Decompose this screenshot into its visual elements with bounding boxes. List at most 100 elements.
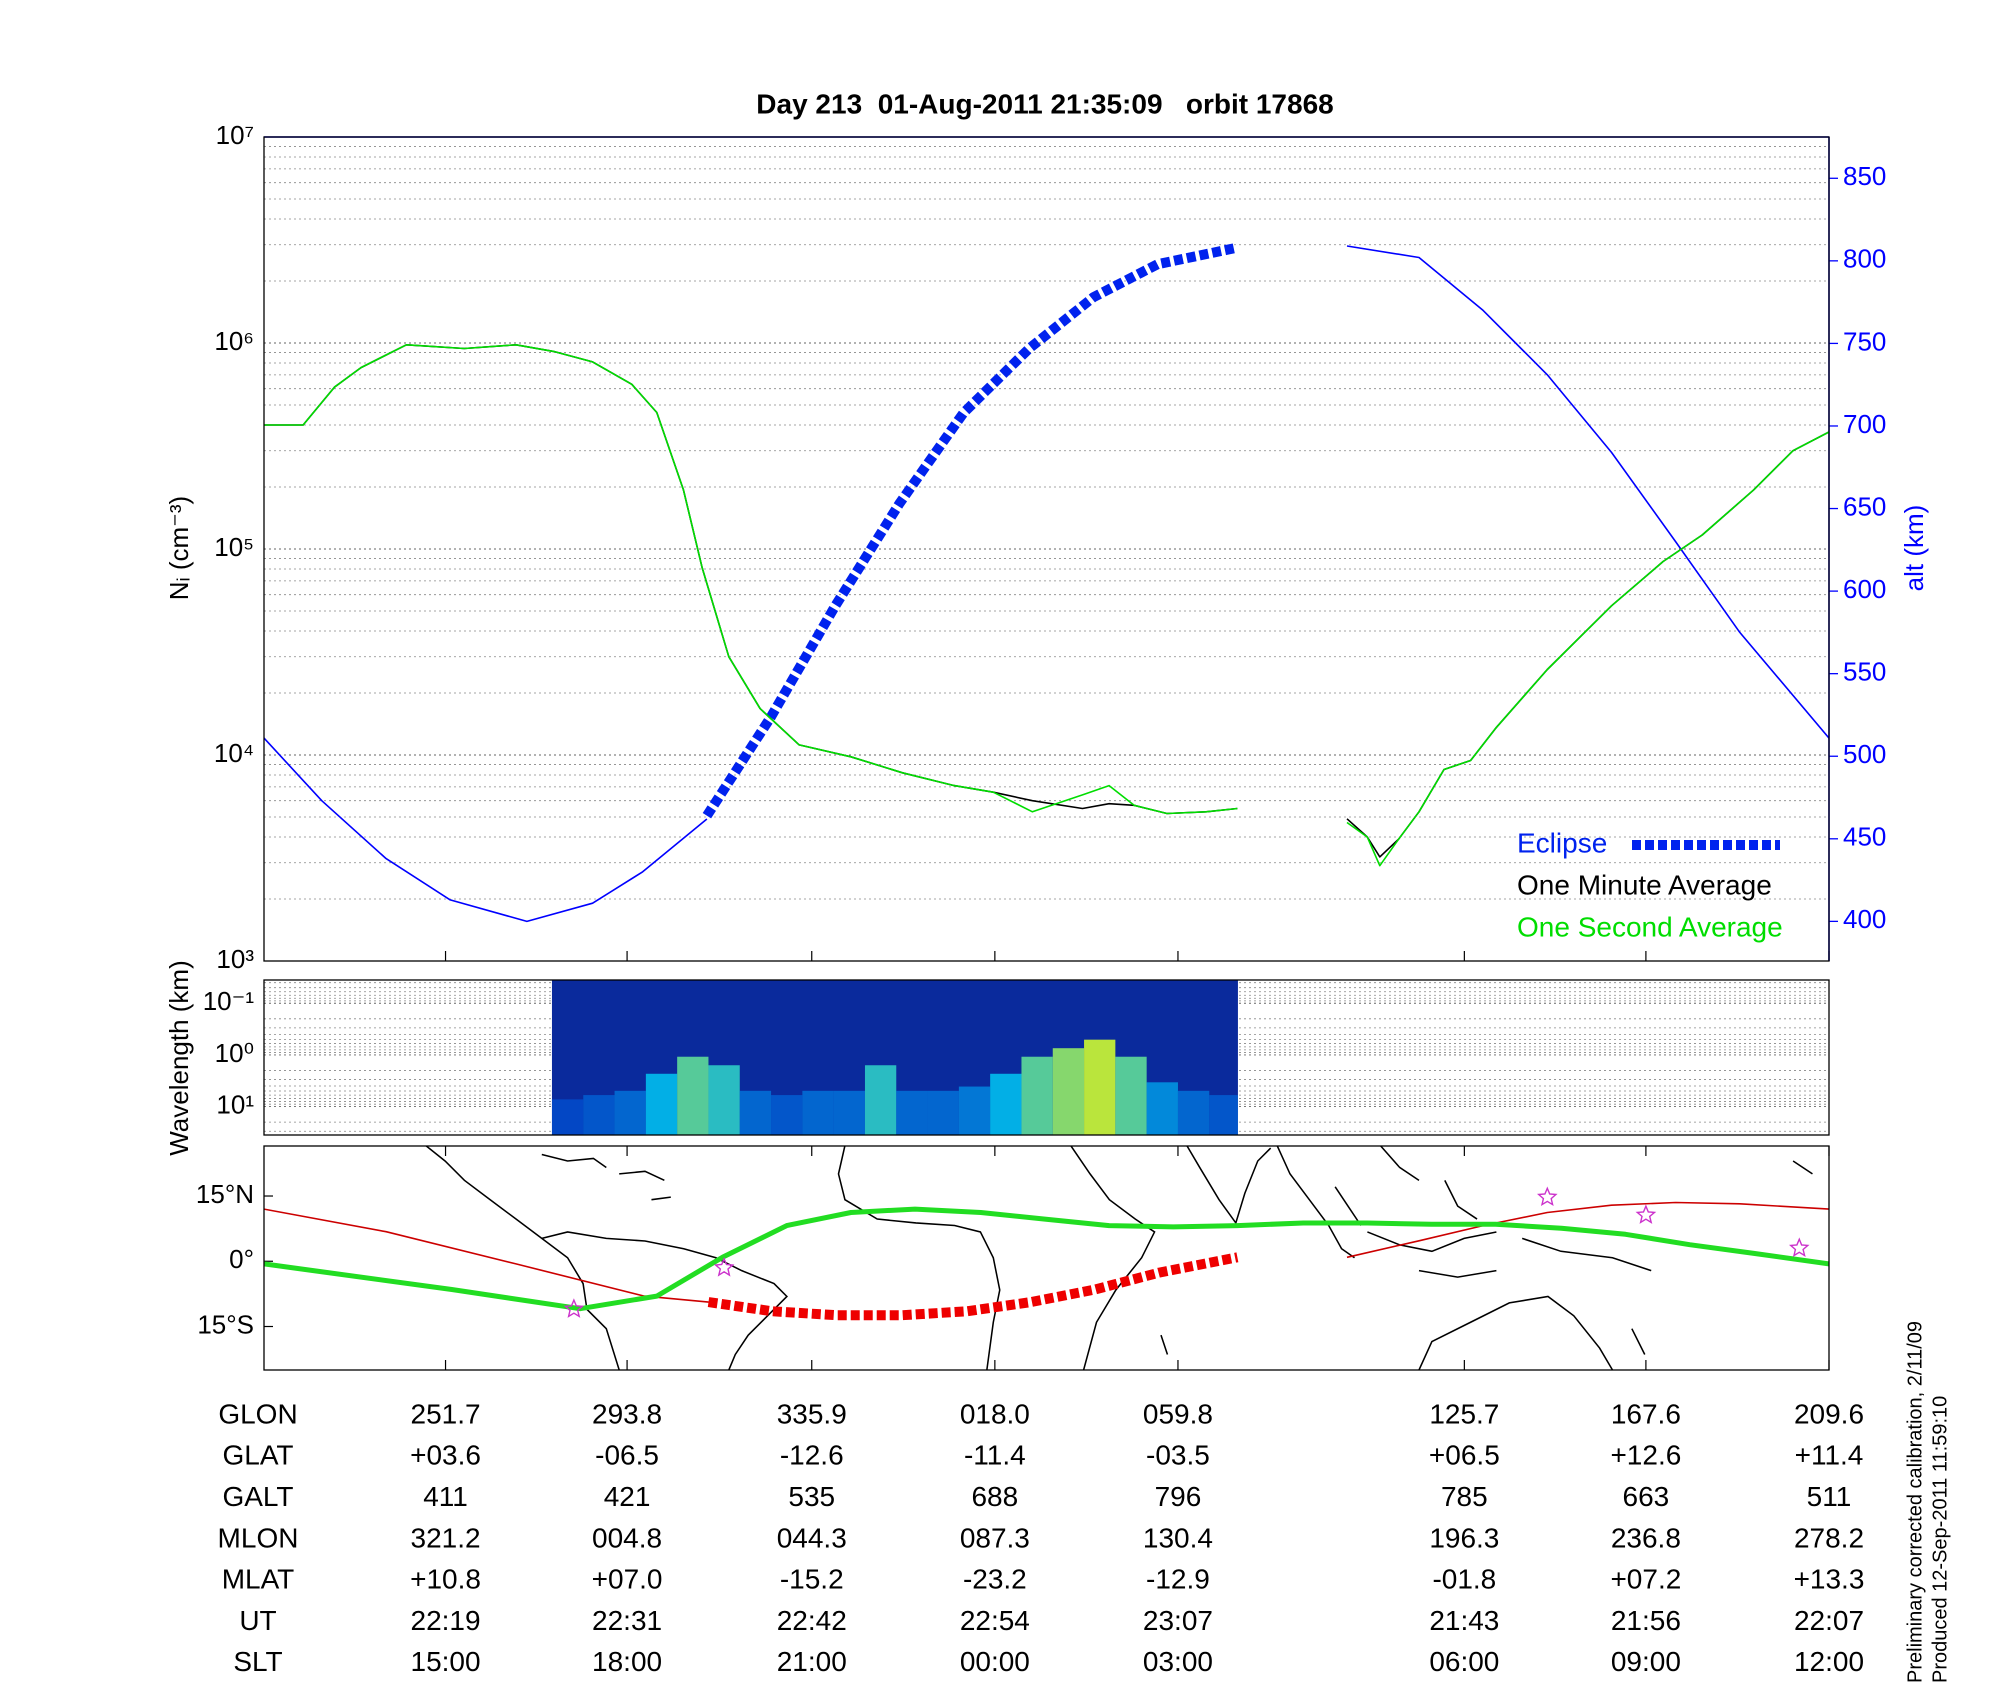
y-tick-label: 10⁵ (214, 532, 254, 562)
series-line (702, 242, 1239, 819)
plot-area (551, 980, 1238, 1135)
table-cell: -23.2 (963, 1564, 1027, 1595)
table-row-label: GALT (222, 1481, 293, 1512)
legend-label: Eclipse (1517, 827, 1607, 858)
table-cell: +12.6 (1610, 1440, 1681, 1471)
spectrogram-cell (1177, 1090, 1210, 1135)
spectrogram-cell (677, 1056, 709, 1135)
table-cell: -01.8 (1432, 1564, 1496, 1595)
y2-tick-label: 450 (1843, 822, 1886, 852)
star-marker (1788, 1237, 1810, 1257)
table-row-label: MLAT (222, 1564, 295, 1595)
table-cell: 21:00 (777, 1646, 847, 1677)
table-cell: 004.8 (592, 1522, 662, 1553)
table-cell: 167.6 (1611, 1398, 1681, 1429)
y-tick-label: 10⁴ (214, 738, 254, 768)
table-cell: 018.0 (960, 1398, 1030, 1429)
table-cell: 21:43 (1429, 1605, 1499, 1636)
table-cell: 796 (1155, 1481, 1202, 1512)
spectrogram-cell (645, 1073, 678, 1135)
y-tick-label: 10³ (216, 944, 254, 974)
spectrogram-cell (1084, 1039, 1116, 1135)
spectrogram-cell (833, 1090, 866, 1135)
table-row-label: GLON (218, 1398, 297, 1429)
y-tick-label: 15°S (197, 1309, 254, 1339)
spectrogram-cell (1052, 1048, 1085, 1135)
table-cell: 421 (604, 1481, 651, 1512)
plot-area (264, 1186, 1829, 1321)
legend-label: One Minute Average (1517, 869, 1772, 900)
legend-label: One Second Average (1517, 911, 1783, 942)
table-cell: 22:54 (960, 1605, 1030, 1636)
table-cell: 059.8 (1143, 1398, 1213, 1429)
series-line (707, 1252, 1239, 1321)
table-cell: 321.2 (411, 1522, 481, 1553)
y2-tick-label: 850 (1843, 161, 1886, 191)
table-row-label: SLT (233, 1646, 282, 1677)
table-cell: 18:00 (592, 1646, 662, 1677)
spectrogram-cell (551, 1099, 584, 1135)
table-cell: -15.2 (780, 1564, 844, 1595)
table-cell: -06.5 (595, 1440, 659, 1471)
table-cell: -12.9 (1146, 1564, 1210, 1595)
star-marker (563, 1298, 585, 1318)
spectrogram-cell (739, 1090, 772, 1135)
table-cell: +13.3 (1794, 1564, 1865, 1595)
table-cell: 22:19 (411, 1605, 481, 1636)
spectrogram-cell (1021, 1056, 1054, 1135)
spectrogram-cell (927, 1090, 960, 1135)
spectrogram-cell (614, 1090, 647, 1135)
y2-axis-label: alt (km) (1899, 505, 1929, 592)
y2-tick-label: 800 (1843, 244, 1886, 274)
table-cell: 125.7 (1429, 1398, 1499, 1429)
table-cell: 335.9 (777, 1398, 847, 1429)
table-cell: 293.8 (592, 1398, 662, 1429)
series-line (264, 245, 1829, 923)
series-line (264, 344, 1829, 867)
table-cell: 044.3 (777, 1522, 847, 1553)
table-cell: +06.5 (1429, 1440, 1500, 1471)
y2-tick-label: 700 (1843, 409, 1886, 439)
table-row-label: GLAT (222, 1440, 293, 1471)
table-cell: 236.8 (1611, 1522, 1681, 1553)
y-tick-label: 10⁻¹ (203, 986, 255, 1016)
footnote: Preliminary corrected calibration, 2/11/… (1904, 1321, 1926, 1683)
table-cell: 411 (423, 1481, 468, 1512)
y-tick-label: 10⁷ (216, 120, 254, 150)
table-cell: +03.6 (410, 1440, 481, 1471)
table-cell: 03:00 (1143, 1646, 1213, 1677)
footnote: Produced 12-Sep-2011 11:59:10 (1929, 1396, 1951, 1683)
spectrogram-cell (864, 1065, 897, 1135)
star-marker (713, 1256, 735, 1277)
y-tick-label: 10⁰ (215, 1038, 254, 1068)
spectrogram-cell (1115, 1056, 1148, 1135)
table-cell: 00:00 (960, 1646, 1030, 1677)
star-marker (1635, 1204, 1657, 1224)
table-cell: 196.3 (1429, 1522, 1499, 1553)
y-tick-label: 15°N (196, 1179, 254, 1209)
table-cell: -03.5 (1146, 1440, 1210, 1471)
y2-tick-label: 600 (1843, 574, 1886, 604)
y-tick-label: 10¹ (216, 1089, 254, 1119)
table-cell: 785 (1441, 1481, 1488, 1512)
series-line (264, 1206, 1829, 1312)
spectrogram-cell (708, 1065, 741, 1135)
table-cell: +10.8 (410, 1564, 481, 1595)
table-cell: 22:31 (592, 1605, 662, 1636)
y-tick-label: 0° (229, 1244, 254, 1274)
table-cell: +07.2 (1610, 1564, 1681, 1595)
y2-tick-label: 500 (1843, 739, 1886, 769)
table-cell: 535 (788, 1481, 835, 1512)
y2-tick-label: 750 (1843, 326, 1886, 356)
plot-area (264, 242, 1829, 923)
y-axis-label: Nᵢ (cm⁻³) (164, 496, 194, 600)
table-cell: 12:00 (1794, 1646, 1864, 1677)
table-cell: 23:07 (1143, 1605, 1213, 1636)
table-cell: 09:00 (1611, 1646, 1681, 1677)
table-cell: 130.4 (1143, 1522, 1213, 1553)
y2-tick-label: 650 (1843, 491, 1886, 521)
y-tick-label: 10⁶ (214, 326, 254, 356)
table-cell: 209.6 (1794, 1398, 1864, 1429)
